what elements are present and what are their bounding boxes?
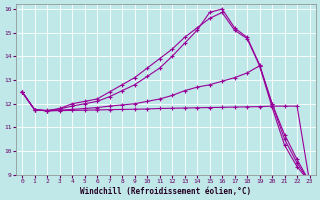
- X-axis label: Windchill (Refroidissement éolien,°C): Windchill (Refroidissement éolien,°C): [80, 187, 252, 196]
